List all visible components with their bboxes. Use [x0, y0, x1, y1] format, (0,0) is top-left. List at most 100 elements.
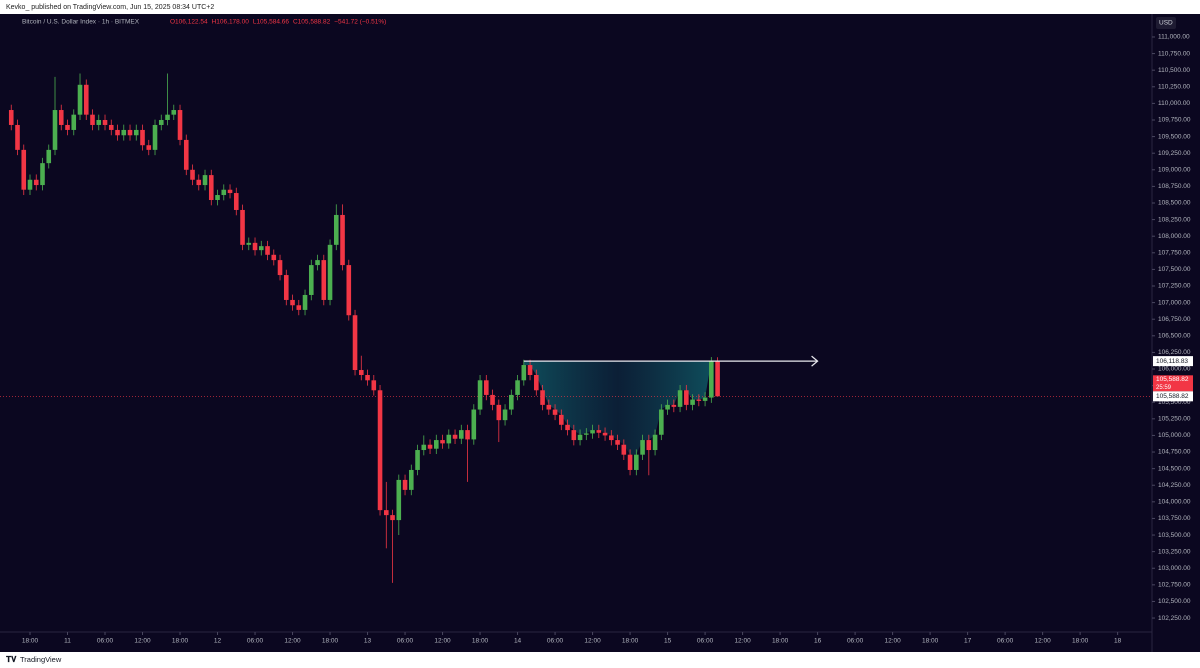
x-tick-label: 18:00: [322, 638, 339, 645]
x-tick-label: 15: [664, 638, 672, 645]
candle-body: [559, 414, 564, 425]
x-tick-label: 12: [214, 638, 222, 645]
y-tick-label: 107,500.00: [1158, 266, 1191, 273]
x-tick-label: 12:00: [284, 638, 301, 645]
candle-body: [102, 119, 108, 125]
candle-body: [502, 409, 508, 421]
y-tick-label: 107,000.00: [1158, 299, 1191, 306]
candle-body: [208, 175, 214, 201]
candle-body: [440, 440, 445, 444]
candle-body: [340, 214, 345, 266]
ohlc-legend: O106,122.54 H106,178.00 L105,584.66 C105,58…: [170, 19, 386, 26]
x-tick-label: 14: [514, 638, 522, 645]
candle-body: [252, 242, 258, 251]
candle-body: [484, 380, 489, 395]
candle-body: [471, 409, 477, 440]
candle-body: [446, 434, 452, 444]
x-tick-label: 18:00: [772, 638, 789, 645]
candle-body: [321, 260, 327, 300]
y-tick-label: 107,750.00: [1158, 250, 1191, 257]
candle-body: [652, 434, 658, 451]
candle-body: [496, 404, 502, 421]
candle-body: [383, 510, 389, 516]
candle-body: [315, 260, 320, 266]
y-tick-label: 108,750.00: [1158, 183, 1191, 190]
candle-body: [158, 119, 164, 125]
candle-body: [265, 246, 270, 255]
candle-body: [165, 114, 170, 120]
candle-body: [627, 454, 633, 470]
candle-body: [121, 129, 127, 136]
candle-body: [659, 409, 664, 435]
candle-body: [609, 435, 614, 441]
candle-body: [65, 124, 70, 130]
y-tick-label: 104,000.00: [1158, 499, 1191, 506]
y-tick-label: 110,750.00: [1158, 50, 1190, 57]
y-tick-label: 107,250.00: [1158, 283, 1191, 290]
y-tick-label: 105,250.00: [1158, 416, 1191, 423]
candle-body: [552, 409, 558, 415]
candle-body: [271, 254, 277, 261]
candle-body: [346, 265, 352, 316]
candle-body: [671, 404, 677, 407]
candle-body: [190, 169, 195, 180]
x-tick-label: 06:00: [247, 638, 264, 645]
candle-body: [308, 265, 314, 295]
chart-title: Bitcoin / U.S. Dollar Index · 1h · BITME…: [22, 19, 140, 26]
y-tick-label: 108,250.00: [1158, 216, 1191, 223]
ray-label-box: [1153, 356, 1193, 367]
ray-label: 106,118.83: [1156, 358, 1188, 365]
candle-body: [402, 479, 408, 490]
y-tick-label: 109,500.00: [1158, 133, 1191, 140]
top-bar: [0, 0, 1200, 14]
candle-body: [684, 390, 689, 405]
x-tick-label: 18:00: [172, 638, 189, 645]
candle-body: [140, 129, 145, 146]
candle-body: [290, 299, 295, 306]
candle-body: [196, 179, 202, 186]
y-tick-label: 109,000.00: [1158, 167, 1191, 174]
legend-value: C105,588.82: [293, 19, 331, 26]
candle-body: [596, 430, 602, 433]
candle-body: [283, 275, 289, 300]
candle-body: [615, 440, 620, 445]
x-tick-label: 12:00: [1034, 638, 1051, 645]
candle-body: [396, 479, 402, 521]
x-tick-label: 18:00: [472, 638, 489, 645]
top-note: Kevko_ published on TradingView.com, Jun…: [6, 4, 214, 11]
y-tick-label: 103,000.00: [1158, 565, 1191, 572]
legend-value: H106,178.00: [212, 19, 250, 26]
x-tick-label: 18:00: [622, 638, 639, 645]
x-tick-label: 11: [64, 638, 71, 645]
x-tick-label: 06:00: [997, 638, 1014, 645]
candle-body: [96, 119, 102, 125]
x-tick-label: 06:00: [397, 638, 414, 645]
candle-body: [296, 305, 302, 310]
candle-body: [521, 365, 527, 381]
y-tick-label: 102,750.00: [1158, 582, 1191, 589]
candle-body: [590, 430, 595, 434]
candle-body: [452, 434, 458, 439]
candle-body: [546, 404, 552, 410]
candle-body: [421, 444, 427, 451]
y-tick-label: 102,500.00: [1158, 598, 1191, 605]
candle-body: [584, 433, 589, 435]
candle-body: [115, 129, 120, 136]
candle-body: [71, 114, 77, 130]
x-tick-label: 06:00: [697, 638, 714, 645]
legend-value: O106,122.54: [170, 19, 208, 26]
footer-bar: [0, 652, 1200, 668]
candle-body: [233, 193, 239, 210]
candle-body: [90, 114, 95, 125]
currency-box: [1156, 17, 1176, 29]
candle-body: [77, 84, 83, 115]
candle-body: [390, 515, 395, 521]
candle-body: [427, 444, 433, 449]
footer-brand: TradingView: [20, 655, 62, 664]
candle-body: [183, 139, 189, 170]
ray-arrow: [811, 355, 819, 367]
x-tick-label: 06:00: [97, 638, 114, 645]
candle-body: [459, 430, 464, 439]
